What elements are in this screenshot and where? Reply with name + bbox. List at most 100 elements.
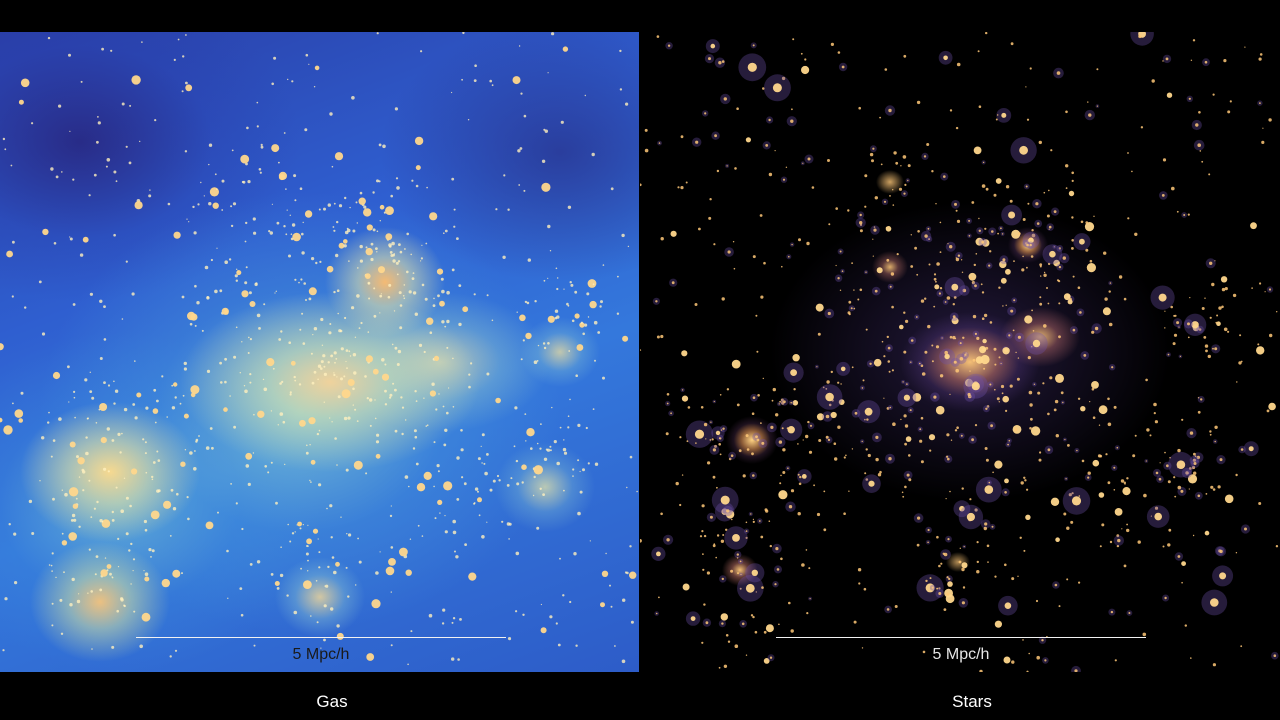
gas-point <box>537 344 540 347</box>
gas-point <box>557 277 559 279</box>
star-point <box>925 579 928 583</box>
star-point <box>978 105 982 108</box>
star-point <box>1000 362 1002 365</box>
gas-point <box>553 440 557 444</box>
gas-point <box>329 112 333 116</box>
gas-point <box>14 409 24 418</box>
star-point <box>864 205 867 208</box>
gas-point <box>576 344 584 351</box>
gas-point <box>412 447 416 450</box>
gas-point <box>579 490 583 494</box>
gas-point <box>197 203 200 206</box>
gas-point <box>248 336 250 339</box>
gas-point <box>196 301 200 305</box>
gas-point <box>481 433 485 437</box>
gas-point <box>123 604 126 607</box>
gas-point <box>423 471 432 480</box>
star-point <box>1264 291 1266 293</box>
gas-point <box>363 205 367 209</box>
star-point <box>1193 462 1197 465</box>
star-point <box>1031 233 1036 238</box>
star-point <box>670 230 677 237</box>
gas-point <box>334 152 344 161</box>
gas-point <box>172 507 177 511</box>
star-point <box>726 509 730 513</box>
star-point <box>905 319 909 323</box>
gas-point <box>435 408 438 411</box>
gas-point <box>414 136 424 146</box>
gas-point <box>30 122 34 125</box>
gas-point <box>506 484 510 487</box>
gas-point <box>270 573 274 576</box>
gas-point <box>119 451 122 454</box>
star-point <box>959 357 964 361</box>
gas-point <box>289 393 292 396</box>
gas-point <box>256 560 261 564</box>
gas-point <box>412 291 417 295</box>
star-point <box>965 378 973 387</box>
gas-point <box>128 549 131 552</box>
star-point <box>1215 321 1218 324</box>
star-point <box>1189 431 1194 435</box>
star-point <box>791 243 793 246</box>
star-point <box>933 273 937 276</box>
gas-point <box>470 362 473 365</box>
gas-point <box>547 315 555 323</box>
gas-point <box>304 128 308 132</box>
star-point <box>924 297 927 300</box>
gas-point <box>329 417 331 419</box>
gas-point <box>55 175 59 179</box>
star-point <box>745 530 748 532</box>
star-point <box>712 475 716 479</box>
gas-point <box>348 350 351 353</box>
star-point <box>775 413 779 417</box>
star-point <box>1219 458 1223 462</box>
star-point <box>720 539 725 543</box>
star-point <box>980 283 983 286</box>
star-point <box>985 32 988 35</box>
gas-point <box>518 184 521 186</box>
gas-point <box>240 154 250 164</box>
star-point <box>961 271 964 273</box>
star-point <box>1161 194 1165 197</box>
star-point <box>891 369 894 372</box>
star-point <box>1177 485 1182 490</box>
gas-point <box>134 201 143 210</box>
gas-point <box>301 251 305 255</box>
star-point <box>841 270 844 272</box>
star-point <box>1171 186 1175 191</box>
star-point <box>942 552 945 555</box>
star-point <box>1238 361 1242 365</box>
star-point <box>1074 669 1078 672</box>
gas-point <box>174 649 178 652</box>
star-point <box>1118 275 1123 279</box>
star-point <box>1197 143 1201 147</box>
star-point <box>1053 259 1060 267</box>
gas-point <box>336 624 340 628</box>
gas-point <box>41 332 46 336</box>
star-point <box>1072 275 1075 278</box>
star-point <box>733 267 736 270</box>
star-point <box>797 512 801 516</box>
star-point <box>976 570 980 574</box>
gas-point <box>351 306 355 310</box>
gas-point <box>421 244 423 246</box>
gas-point <box>310 615 312 617</box>
star-point <box>837 381 840 384</box>
star-point <box>1109 282 1112 284</box>
gas-point <box>619 49 622 53</box>
gas-point <box>453 225 456 228</box>
star-point <box>1032 339 1041 348</box>
gas-point <box>326 507 328 510</box>
star-point <box>851 262 853 264</box>
gas-point <box>91 648 93 650</box>
star-point <box>1176 460 1186 470</box>
gas-point <box>587 462 590 465</box>
gas-point <box>93 507 96 510</box>
gas-point <box>530 447 533 450</box>
star-point <box>1185 471 1189 475</box>
gas-point <box>139 644 143 649</box>
gas-point <box>313 370 317 374</box>
gas-point <box>446 346 449 349</box>
star-point <box>1002 258 1006 262</box>
